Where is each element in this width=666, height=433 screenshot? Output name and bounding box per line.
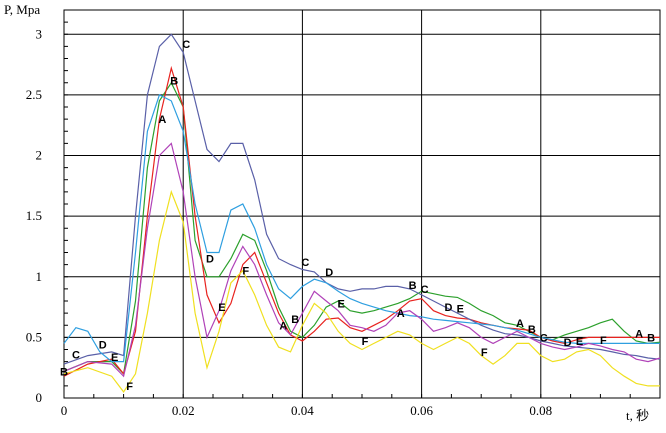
series-marker-b: B xyxy=(60,366,68,378)
series-marker-a: A xyxy=(516,318,524,330)
series-line-e xyxy=(63,142,661,378)
series-marker-b: B xyxy=(170,75,178,87)
series-line-b xyxy=(63,65,660,377)
x-tick-label: 0.06 xyxy=(410,403,433,418)
series-marker-c: C xyxy=(182,39,190,51)
x-tick-label: 0.04 xyxy=(291,403,314,418)
series-marker-d: D xyxy=(444,302,452,314)
series-line-d xyxy=(63,94,660,363)
y-tick-label: 2 xyxy=(36,148,43,163)
series-marker-c: C xyxy=(540,332,548,344)
axis-ticks: 0 0.02 0.04 0.06 0.08 0 0.5 1 1.5 2 2.5 3 xyxy=(26,9,661,418)
series-marker-e: E xyxy=(337,298,344,310)
series-marker-e: E xyxy=(457,303,464,315)
y-tick-label: 0 xyxy=(36,390,43,405)
series-marker-f: F xyxy=(481,347,488,359)
series-marker-c: C xyxy=(72,349,80,361)
y-tick-label: 1.5 xyxy=(26,208,42,223)
y-tick-label: 3 xyxy=(36,26,43,41)
series-marker-a: A xyxy=(397,308,405,320)
series-line-c xyxy=(63,33,661,365)
series-marker-d: D xyxy=(564,337,572,349)
x-tick-label: 0.08 xyxy=(529,403,552,418)
series-marker-b: B xyxy=(528,324,536,336)
series-marker-c: C xyxy=(421,284,429,296)
series-marker-a: A xyxy=(635,329,643,341)
y-tick-label: 0.5 xyxy=(26,329,42,344)
plot-area xyxy=(63,9,661,399)
series-marker-a: A xyxy=(279,320,287,332)
series-marker-f: F xyxy=(242,266,249,278)
series-marker-f: F xyxy=(362,336,369,348)
series-marker-b: B xyxy=(291,314,299,326)
series-marker-f: F xyxy=(600,335,607,347)
series-line-f xyxy=(63,189,660,393)
series-marker-f: F xyxy=(126,381,133,393)
series-marker-e: E xyxy=(111,352,118,364)
series-marker-e: E xyxy=(576,336,583,348)
series-marker-c: C xyxy=(301,257,309,269)
y-tick-label: 2.5 xyxy=(26,87,42,102)
series-marker-d: D xyxy=(325,267,333,279)
series-marker-b: B xyxy=(647,332,655,344)
x-axis-label: t, 秒 xyxy=(626,408,649,423)
series-marker-e: E xyxy=(218,302,225,314)
x-tick-label: 0 xyxy=(61,403,68,418)
series-marker-d: D xyxy=(99,340,107,352)
series-marker-d: D xyxy=(206,254,214,266)
y-axis-label: P, Mpa xyxy=(4,2,40,17)
series-marker-b: B xyxy=(409,280,417,292)
series-lines xyxy=(63,33,661,393)
y-tick-label: 1 xyxy=(36,269,43,284)
series-marker-a: A xyxy=(158,114,166,126)
x-tick-label: 0.02 xyxy=(172,403,195,418)
